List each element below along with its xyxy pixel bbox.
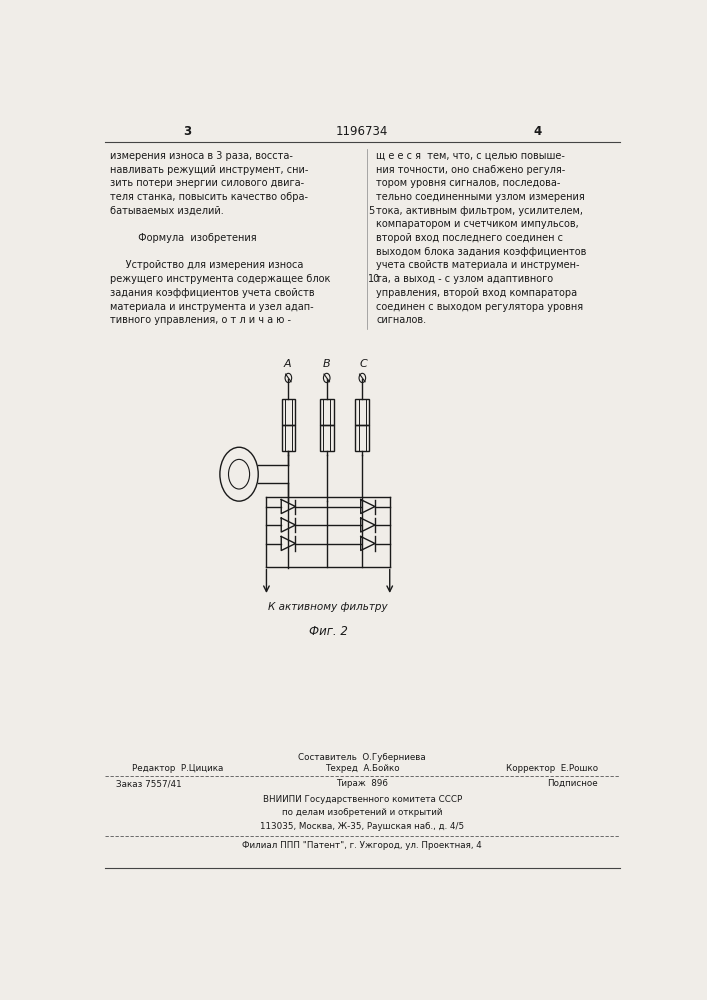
Text: Составитель  О.Губерниева: Составитель О.Губерниева (298, 753, 426, 762)
Text: 1196734: 1196734 (336, 125, 389, 138)
Text: материала и инструмента и узел адап-: материала и инструмента и узел адап- (110, 302, 314, 312)
Text: тока, активным фильтром, усилителем,: тока, активным фильтром, усилителем, (376, 206, 583, 216)
Text: тивного управления, о т л и ч а ю -: тивного управления, о т л и ч а ю - (110, 315, 291, 325)
Text: теля станка, повысить качество обра-: теля станка, повысить качество обра- (110, 192, 308, 202)
Text: Подписное: Подписное (547, 779, 598, 788)
Text: щ е е с я  тем, что, с целью повыше-: щ е е с я тем, что, с целью повыше- (376, 151, 565, 161)
Text: 5: 5 (368, 206, 374, 216)
Text: Техред  А.Бойко: Техред А.Бойко (325, 764, 399, 773)
Bar (356, 399, 369, 425)
Text: управления, второй вход компаратора: управления, второй вход компаратора (376, 288, 577, 298)
Text: навливать режущий инструмент, сни-: навливать режущий инструмент, сни- (110, 165, 309, 175)
Text: выходом блока задания коэффициентов: выходом блока задания коэффициентов (376, 247, 586, 257)
Text: Корректор  Е.Рошко: Корректор Е.Рошко (506, 764, 598, 773)
Text: зить потери энергии силового двига-: зить потери энергии силового двига- (110, 178, 305, 188)
Text: С: С (360, 359, 368, 369)
Bar (281, 425, 296, 451)
Text: ния точности, оно снабжено регуля-: ния точности, оно снабжено регуля- (376, 165, 566, 175)
Text: по делам изобретений и открытий: по делам изобретений и открытий (282, 808, 443, 817)
Text: режущего инструмента содержащее блок: режущего инструмента содержащее блок (110, 274, 331, 284)
Text: В: В (323, 359, 331, 369)
Bar (320, 425, 334, 451)
Text: соединен с выходом регулятора уровня: соединен с выходом регулятора уровня (376, 302, 583, 312)
Text: Фиг. 2: Фиг. 2 (309, 625, 348, 638)
Text: 10: 10 (368, 274, 380, 284)
Bar (320, 399, 334, 425)
Text: компаратором и счетчиком импульсов,: компаратором и счетчиком импульсов, (376, 219, 579, 229)
Text: 3: 3 (183, 125, 191, 138)
Text: 113035, Москва, Ж-35, Раушская наб., д. 4/5: 113035, Москва, Ж-35, Раушская наб., д. … (260, 822, 464, 831)
Text: Редактор  Р.Цицика: Редактор Р.Цицика (132, 764, 223, 773)
Text: Филиал ППП "Патент", г. Ужгород, ул. Проектная, 4: Филиал ППП "Патент", г. Ужгород, ул. Про… (243, 841, 482, 850)
Text: Устройство для измерения износа: Устройство для измерения износа (110, 260, 304, 270)
Text: учета свойств материала и инструмен-: учета свойств материала и инструмен- (376, 260, 580, 270)
Text: сигналов.: сигналов. (376, 315, 426, 325)
Text: измерения износа в 3 раза, восста-: измерения износа в 3 раза, восста- (110, 151, 293, 161)
Text: та, а выход - с узлом адаптивного: та, а выход - с узлом адаптивного (376, 274, 553, 284)
Bar (356, 425, 369, 451)
Text: второй вход последнего соединен с: второй вход последнего соединен с (376, 233, 563, 243)
Text: Тираж  896: Тираж 896 (337, 779, 388, 788)
Text: тельно соединенными узлом измерения: тельно соединенными узлом измерения (376, 192, 585, 202)
Bar (281, 399, 296, 425)
Text: Заказ 7557/41: Заказ 7557/41 (116, 779, 182, 788)
Text: батываемых изделий.: батываемых изделий. (110, 206, 224, 216)
Text: Формула  изобретения: Формула изобретения (110, 233, 257, 243)
Text: К активному фильтру: К активному фильтру (268, 602, 388, 612)
Text: А: А (284, 359, 291, 369)
Text: задания коэффициентов учета свойств: задания коэффициентов учета свойств (110, 288, 315, 298)
Text: 4: 4 (534, 125, 542, 138)
Text: тором уровня сигналов, последова-: тором уровня сигналов, последова- (376, 178, 561, 188)
Text: ВНИИПИ Государственного комитета СССР: ВНИИПИ Государственного комитета СССР (263, 795, 462, 804)
